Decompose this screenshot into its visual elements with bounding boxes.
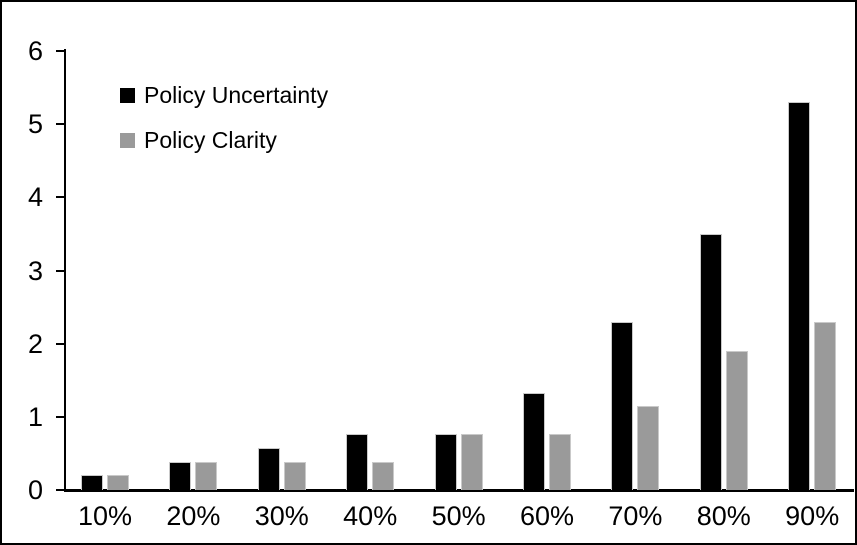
y-tick-mark: [56, 196, 64, 199]
bar-uncertainty-60%: [523, 392, 545, 490]
y-tick-label: 6: [27, 36, 43, 67]
y-tick-mark: [56, 123, 64, 126]
bar-clarity-90%: [814, 321, 837, 490]
y-tick-label: 2: [27, 328, 43, 359]
y-tick-label: 5: [27, 109, 43, 140]
bar-uncertainty-40%: [346, 433, 369, 490]
bar-uncertainty-10%: [81, 475, 103, 490]
x-tick-label: 20%: [166, 501, 221, 531]
bar-uncertainty-80%: [699, 233, 722, 490]
bar-uncertainty-50%: [434, 433, 457, 490]
y-tick-label: 0: [27, 475, 43, 505]
bar-clarity-60%: [549, 433, 571, 490]
legend-label: Policy Clarity: [144, 126, 277, 153]
bar-clarity-40%: [372, 462, 395, 490]
y-tick-mark: [56, 342, 64, 345]
y-tick-mark: [56, 50, 64, 53]
bar-uncertainty-30%: [257, 448, 280, 490]
x-axis-line: [64, 489, 854, 492]
bar-clarity-50%: [460, 433, 483, 490]
bar-clarity-10%: [107, 475, 129, 490]
y-tick-mark: [56, 415, 64, 418]
legend-swatch-gray: [120, 132, 135, 148]
legend-label: Policy Uncertainty: [144, 81, 329, 108]
y-axis-line: [64, 49, 66, 492]
y-tick-label: 3: [27, 255, 43, 286]
x-tick-label: 40%: [343, 501, 398, 531]
x-tick-label: 80%: [696, 501, 751, 531]
bar-clarity-20%: [195, 462, 218, 490]
bar-uncertainty-20%: [169, 462, 192, 490]
bar-clarity-30%: [283, 462, 306, 490]
y-tick-label: 1: [27, 401, 43, 432]
legend-swatch-black: [120, 87, 135, 103]
x-tick-label: 60%: [519, 501, 575, 531]
x-tick-label: 50%: [431, 501, 486, 531]
legend-item-policy-uncertainty: Policy Uncertainty: [120, 80, 328, 110]
y-tick-mark: [56, 489, 64, 491]
legend-item-policy-clarity: Policy Clarity: [120, 125, 328, 155]
bar-uncertainty-90%: [788, 102, 811, 490]
bar-clarity-70%: [637, 405, 660, 490]
legend: Policy Uncertainty Policy Clarity: [120, 80, 328, 170]
x-tick-label: 10%: [77, 501, 133, 531]
x-tick-label: 30%: [254, 501, 309, 531]
x-tick-label: 70%: [608, 501, 663, 531]
y-tick-label: 4: [27, 182, 43, 213]
bar-uncertainty-70%: [611, 321, 634, 490]
bar-clarity-80%: [725, 351, 748, 490]
y-tick-mark: [56, 269, 64, 272]
x-tick-label: 90%: [785, 501, 840, 531]
